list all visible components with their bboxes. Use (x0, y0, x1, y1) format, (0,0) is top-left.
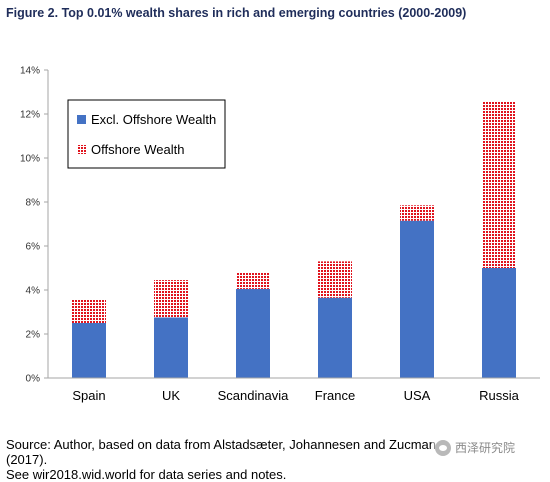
wechat-icon (435, 439, 451, 456)
legend-label-excl: Excl. Offshore Wealth (91, 112, 216, 127)
legend-label-offshore: Offshore Wealth (91, 142, 184, 157)
legend-box (67, 99, 226, 169)
figure-title: Figure 2. Top 0.01% wealth shares in ric… (6, 6, 467, 20)
bar-excl-offshore (482, 268, 516, 378)
source-note: Source: Author, based on data from Alsta… (6, 437, 446, 482)
watermark-text: 西泽研究院 (455, 441, 516, 455)
x-category-label: Russia (479, 388, 520, 403)
watermark: 西泽研究院 (432, 438, 519, 457)
y-tick-label: 0% (26, 374, 41, 385)
bar-excl-offshore (318, 297, 352, 378)
x-category-label: Spain (72, 388, 105, 403)
legend-swatch-offshore (77, 145, 86, 154)
bar-offshore (72, 299, 106, 323)
y-tick-label: 14% (20, 66, 40, 77)
legend: Excl. Offshore Wealth Offshore Wealth (67, 99, 226, 169)
source-line-1: Source: Author, based on data from Alsta… (6, 437, 436, 467)
x-category-label: Scandinavia (218, 388, 290, 403)
x-axis: Spain UK Scandinavia France USA Russia (48, 377, 540, 403)
x-category-label: USA (404, 388, 431, 403)
y-tick-label: 10% (20, 154, 40, 165)
bar-offshore (400, 205, 434, 221)
bar-offshore (236, 272, 270, 289)
y-tick-label: 8% (26, 198, 41, 209)
y-tick-label: 2% (26, 330, 41, 341)
stacked-bar-chart: 0% 2% 4% 6% 8% 10% 12% 14% Spain UK Scandinavia Fr… (20, 66, 540, 403)
bar-excl-offshore (400, 220, 434, 378)
bar-offshore (482, 101, 516, 269)
y-axis: 0% 2% 4% 6% 8% 10% 12% 14% (20, 66, 49, 385)
y-tick-label: 4% (26, 286, 41, 297)
x-category-label: France (315, 388, 355, 403)
bar-offshore (318, 261, 352, 298)
bar-excl-offshore (72, 323, 106, 378)
bar-excl-offshore (154, 317, 188, 378)
y-tick-label: 6% (26, 242, 41, 253)
bar-excl-offshore (236, 288, 270, 378)
legend-swatch-excl (77, 115, 86, 124)
x-category-label: UK (162, 388, 180, 403)
bar-offshore (154, 280, 188, 318)
bars-group (72, 101, 516, 378)
y-tick-label: 12% (20, 110, 40, 121)
